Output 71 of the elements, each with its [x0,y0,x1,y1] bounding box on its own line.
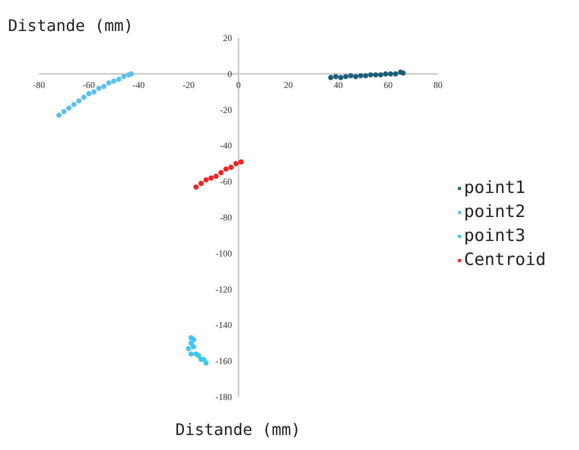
x-axis-title: Distande (mm) [174,420,302,439]
point [188,340,194,346]
point [191,336,196,342]
point [228,164,234,170]
point [343,74,348,80]
point [203,177,209,182]
x-tick-label: -20 [182,80,196,90]
y-tick-label: 20 [223,33,232,43]
point [358,73,364,78]
y-tick-label: -160 [216,356,232,366]
point [76,98,82,104]
x-tick-label: -60 [82,80,96,90]
point [196,353,202,358]
point [101,84,106,90]
point [208,175,214,181]
point [353,74,358,80]
point [383,71,388,76]
point [238,159,244,164]
y-tick-label: -140 [216,320,232,330]
y-tick-label: 0 [228,68,232,79]
point [81,94,86,100]
point [66,105,72,111]
point [61,108,67,114]
point [368,72,374,78]
x-tick-label: 40 [334,80,344,90]
point [378,72,384,78]
x-tick-label: -40 [132,80,146,90]
legend-label: point2 [464,202,526,222]
point [191,344,196,350]
legend-label: Centroid [464,250,546,270]
y-tick-label: -100 [216,248,232,258]
legend-label: point1 [464,178,526,198]
point [106,80,112,86]
point [86,91,92,96]
point [393,71,398,76]
point [388,71,394,76]
point [198,180,204,186]
point [71,102,77,108]
point [363,73,368,78]
point [373,72,378,78]
legend-label: point3 [464,226,526,246]
point [188,351,194,357]
point [218,170,224,176]
y-tick-label: -120 [216,284,232,294]
point [128,71,134,76]
y-tick-label: -40 [220,140,232,151]
point [116,76,122,82]
point [338,74,344,80]
point [96,86,102,91]
x-tick-label: 60 [384,80,394,90]
x-tick-label: 20 [284,80,294,90]
point [186,346,192,352]
y-tick-label: -20 [220,104,232,115]
x-tick-label: -80 [33,80,46,90]
point [91,89,96,94]
x-tick-label: 0 [236,80,242,90]
point [121,74,126,80]
point [223,166,229,172]
y-tick-label: -80 [220,212,232,222]
y-axis-title: Distande (mm) [8,16,134,35]
y-tick-label: -60 [220,176,232,187]
y-tick-label: -180 [216,392,232,402]
point [111,78,116,84]
point [194,184,199,190]
point [213,174,219,179]
x-tick-label: 80 [434,80,443,90]
point [233,161,239,166]
point [56,112,62,118]
point [333,74,338,80]
point [348,73,354,78]
point [328,74,334,80]
